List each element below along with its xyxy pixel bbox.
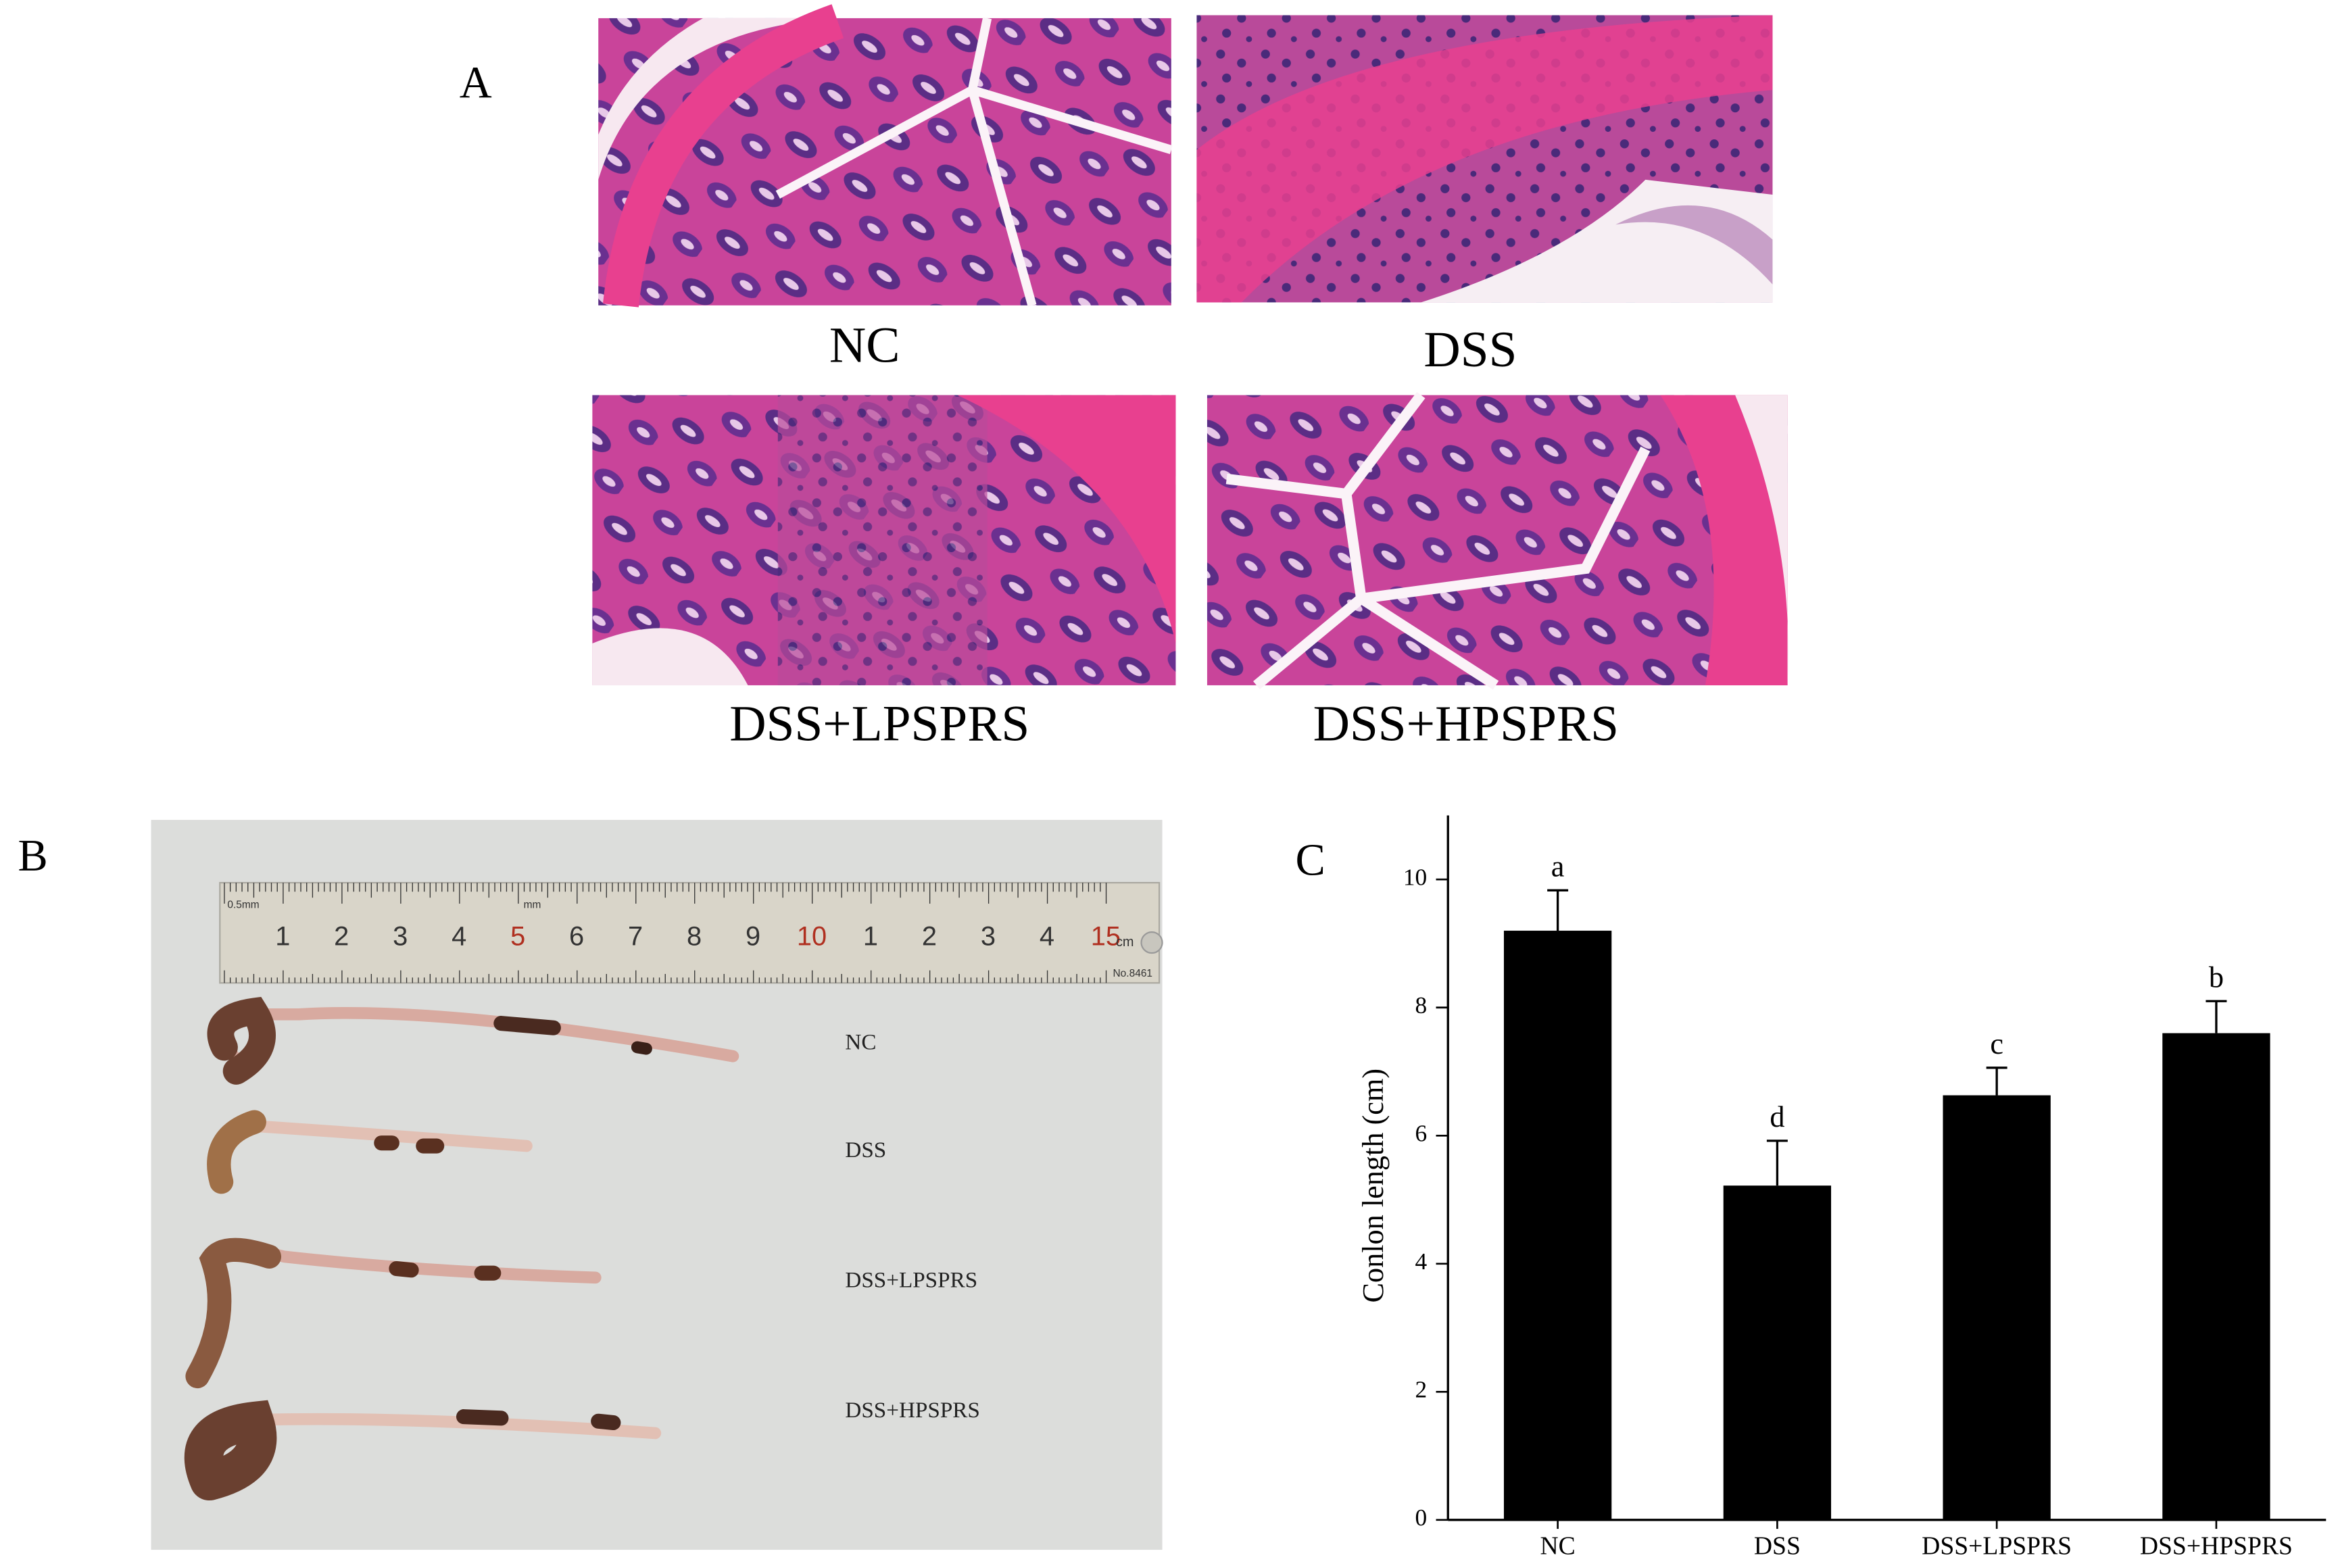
ruler-number: 4 [1040, 921, 1054, 951]
significance-letter: c [1990, 1027, 2003, 1060]
bar [2162, 1033, 2270, 1520]
sample-label: DSS+HPSPRS [845, 1398, 980, 1423]
ruler-number: 3 [393, 921, 408, 951]
y-tick-label: 4 [1415, 1248, 1428, 1275]
ruler-number: 1 [863, 921, 878, 951]
ruler-number: 3 [981, 921, 996, 951]
x-tick-label: DSS+HPSPRS [2140, 1532, 2293, 1561]
bar [1723, 1185, 1832, 1520]
panel-label: A [460, 58, 492, 107]
ruler-number: 9 [746, 921, 760, 951]
significance-letter: b [2209, 960, 2224, 994]
y-tick-label: 8 [1415, 991, 1428, 1019]
x-tick-label: DSS [1754, 1532, 1801, 1561]
ruler-text: No.8461 [1113, 968, 1153, 979]
significance-letter: a [1551, 850, 1565, 883]
y-tick-label: 0 [1415, 1504, 1428, 1531]
ruler-number: 2 [922, 921, 937, 951]
ruler-unit: cm [1116, 935, 1134, 950]
y-tick-label: 6 [1415, 1119, 1428, 1146]
histology-nc [598, 4, 1173, 308]
error-bar [1766, 1140, 1788, 1186]
significance-letter: d [1770, 1100, 1784, 1133]
x-tick-label: DSS+LPSPRS [1922, 1532, 2072, 1561]
bar [1503, 931, 1612, 1520]
caption: NC [829, 317, 900, 373]
bar [1943, 1095, 2051, 1520]
caption: DSS [1423, 322, 1517, 378]
caption: DSS+LPSPRS [729, 695, 1029, 752]
histology-dss [1196, 15, 1773, 303]
x-tick-label: NC [1540, 1532, 1575, 1561]
sample-label: NC [845, 1030, 876, 1055]
panel-label: B [18, 831, 48, 881]
ruler-number: 7 [628, 921, 643, 951]
ruler-number: 8 [687, 921, 702, 951]
y-axis-label: Conlon length (cm) [1357, 1069, 1390, 1303]
ruler-number: 2 [334, 921, 349, 951]
ruler-number: 1 [275, 921, 290, 951]
error-bar [1547, 889, 1569, 931]
ruler-number: 5 [510, 921, 525, 951]
histology-lpsprs [592, 395, 1176, 685]
ruler-number: 15 [1091, 921, 1121, 951]
histology-hpsprs [1207, 391, 1788, 690]
ruler-number: 6 [569, 921, 584, 951]
bar-chart: C 0 2 4 6 8 10 Conlon length (cm) NC a DSS d DSS+LPS… [1295, 815, 2327, 1561]
caption: DSS+HPSPRS [1313, 695, 1619, 752]
error-bar [1986, 1067, 2007, 1096]
ruler-text: mm [524, 899, 541, 910]
panel-label: C [1295, 836, 1325, 885]
y-tick-label: 2 [1415, 1375, 1428, 1402]
sample-label: DSS [845, 1137, 886, 1162]
sample-label: DSS+LPSPRS [845, 1268, 977, 1293]
colon-photo: 1 2 3 4 5 6 7 8 9 10 1 2 3 4 15 NC DSS DSS+LPSPRS DSS+… [151, 820, 1163, 1550]
error-bar [2206, 1000, 2227, 1033]
ruler-number: 4 [452, 921, 466, 951]
ruler-text: 0.5mm [227, 899, 259, 910]
y-tick-label: 10 [1403, 863, 1427, 890]
ruler-number: 10 [797, 921, 827, 951]
